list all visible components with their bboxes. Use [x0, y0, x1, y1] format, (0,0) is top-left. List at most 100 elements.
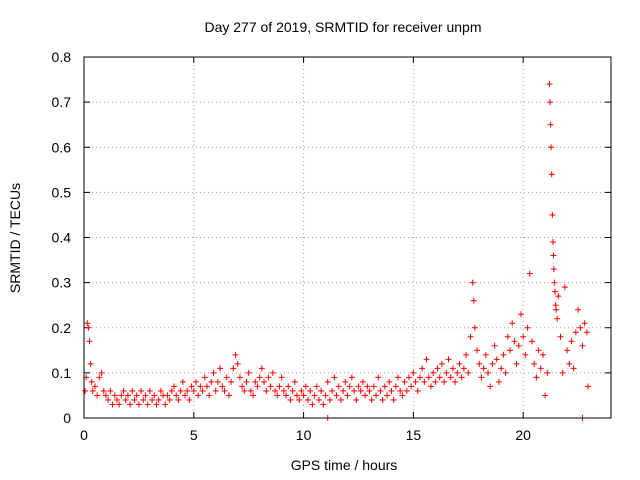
data-point [102, 392, 109, 399]
data-point [155, 396, 162, 403]
x-tick-label: 15 [406, 427, 422, 443]
data-point [124, 392, 131, 399]
data-point [199, 387, 206, 394]
data-point [537, 365, 544, 372]
data-point [353, 396, 360, 403]
data-point [539, 351, 546, 358]
data-point [434, 365, 441, 372]
data-point [533, 374, 540, 381]
data-point [548, 144, 555, 151]
data-point [546, 99, 553, 106]
data-point [454, 369, 461, 376]
data-point [313, 383, 320, 390]
data-point [566, 360, 573, 367]
data-point [265, 374, 272, 381]
data-point [337, 396, 344, 403]
data-point [531, 360, 538, 367]
data-point [144, 401, 151, 408]
data-point [463, 351, 470, 358]
data-point [550, 266, 557, 273]
data-point [91, 383, 98, 390]
data-point [243, 378, 250, 385]
data-points [82, 81, 591, 421]
data-point [201, 374, 208, 381]
data-point [500, 351, 507, 358]
data-point [515, 342, 522, 349]
data-point [423, 356, 430, 363]
data-point [324, 378, 331, 385]
data-point [300, 392, 307, 399]
data-point [526, 270, 533, 277]
data-point [384, 392, 391, 399]
data-point [528, 338, 535, 345]
data-point [546, 81, 553, 88]
data-point [289, 387, 296, 394]
data-point [261, 378, 268, 385]
data-point [520, 333, 527, 340]
data-point [397, 387, 404, 394]
data-point [296, 396, 303, 403]
data-point [419, 365, 426, 372]
data-point [368, 396, 375, 403]
data-point [166, 396, 173, 403]
data-point [395, 374, 402, 381]
axes: 0 0.1 0.2 0.3 0.4 0.5 0.6 0.7 0.8 0 5 10 15 20 [52, 49, 611, 443]
data-point [572, 329, 579, 336]
data-point [482, 351, 489, 358]
data-point [232, 351, 239, 358]
data-point [210, 369, 217, 376]
data-point [487, 383, 494, 390]
x-tick-label: 0 [80, 427, 88, 443]
data-point [304, 396, 311, 403]
data-point [223, 374, 230, 381]
y-tick-label: 0.2 [52, 320, 72, 336]
data-point [553, 306, 560, 313]
data-point [307, 387, 314, 394]
x-tick-label: 20 [515, 427, 531, 443]
data-point [219, 383, 226, 390]
data-point [552, 288, 559, 295]
data-point [203, 383, 210, 390]
data-point [416, 374, 423, 381]
data-point [405, 374, 412, 381]
data-point [557, 333, 564, 340]
data-point [269, 369, 276, 376]
data-point [287, 396, 294, 403]
data-point [351, 387, 358, 394]
y-tick-label: 0.1 [52, 365, 72, 381]
data-point [564, 347, 571, 354]
data-point [146, 387, 153, 394]
data-point [291, 378, 298, 385]
data-point [236, 374, 243, 381]
data-point [410, 369, 417, 376]
data-point [98, 369, 105, 376]
data-point [138, 387, 145, 394]
data-point [331, 374, 338, 381]
data-point [179, 378, 186, 385]
data-point [208, 378, 215, 385]
data-point [280, 387, 287, 394]
data-point [230, 365, 237, 372]
data-point [364, 383, 371, 390]
data-point [456, 360, 463, 367]
data-point [373, 392, 380, 399]
data-point [105, 396, 112, 403]
data-point [234, 360, 241, 367]
data-point [467, 333, 474, 340]
data-point [348, 374, 355, 381]
data-point [309, 401, 316, 408]
data-point [272, 387, 279, 394]
data-point [285, 383, 292, 390]
data-point [414, 387, 421, 394]
grid-lines [84, 57, 611, 418]
data-point [85, 324, 92, 331]
data-point [581, 320, 588, 327]
data-point [452, 378, 459, 385]
data-point [162, 401, 169, 408]
data-point [366, 387, 373, 394]
data-point [89, 387, 96, 394]
data-point [195, 392, 202, 399]
data-point [550, 239, 557, 246]
data-point [122, 396, 129, 403]
